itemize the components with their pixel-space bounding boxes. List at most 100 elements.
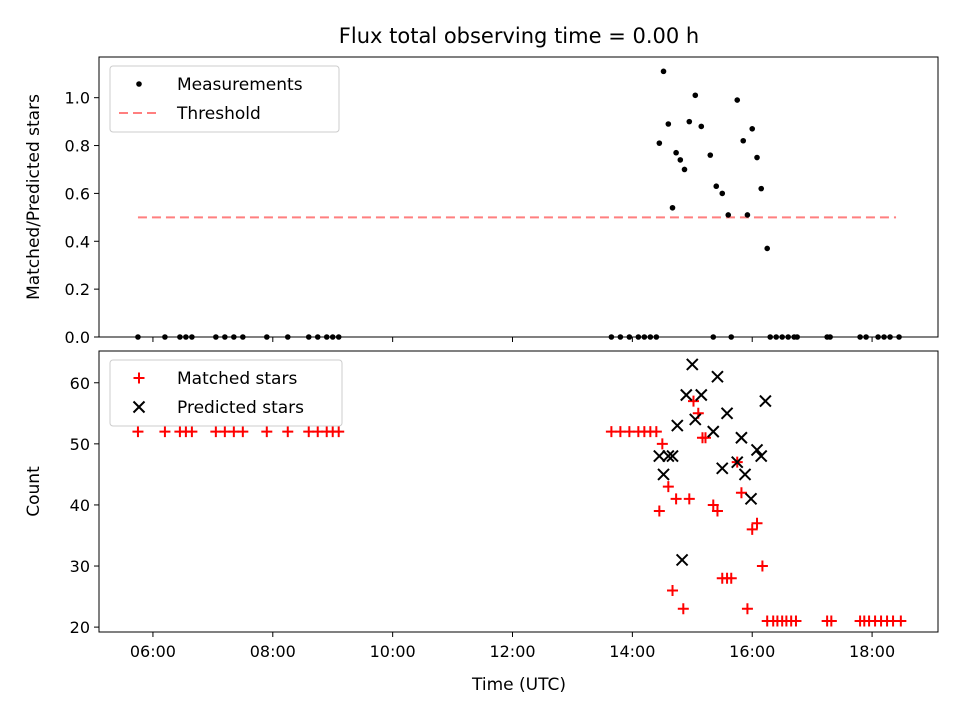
y-tick-label: 0.4	[65, 232, 90, 251]
measurement-point	[692, 92, 699, 99]
measurement-point	[740, 137, 747, 144]
predicted-star-point	[671, 419, 684, 432]
y-tick-label: 0.8	[65, 137, 90, 156]
x-tick-label: 18:00	[849, 642, 895, 661]
measurement-point	[764, 245, 771, 252]
matched-star-point	[895, 615, 907, 627]
predicted-star-point	[738, 468, 752, 481]
measurement-point	[725, 212, 732, 218]
matched-star-point	[667, 584, 679, 596]
predicted-star-point	[716, 462, 729, 475]
matched-star-point	[653, 505, 665, 517]
predicted-star-point	[695, 388, 708, 402]
axes-frame	[98, 56, 939, 338]
measurement-point	[665, 121, 672, 127]
matched-star-point	[656, 438, 668, 450]
measurement-point	[744, 212, 751, 218]
matched-star-point	[711, 505, 723, 517]
measurement-point	[660, 68, 667, 75]
measurement-point	[719, 190, 726, 197]
matched-star-point	[756, 560, 768, 572]
predicted-star-point	[686, 358, 699, 371]
measurement-point	[656, 140, 663, 146]
y-tick-label: 0.6	[65, 184, 90, 203]
matched-star-point	[132, 426, 144, 438]
y-tick-label: 50	[70, 435, 90, 454]
y-tick-label: 30	[70, 557, 90, 576]
matched-star-point	[186, 426, 198, 438]
measurement-point	[669, 204, 676, 211]
x-tick-label: 08:00	[250, 642, 296, 661]
legend-label: Matched stars	[177, 369, 297, 389]
measurement-point	[681, 166, 688, 173]
predicted-star-point	[711, 370, 724, 383]
legend-box	[109, 65, 340, 133]
legend-box	[109, 359, 343, 427]
x-tick-label: 14:00	[609, 642, 655, 661]
measurement-point	[698, 123, 705, 130]
y-tick-label: 0.0	[65, 328, 90, 347]
matched-star-point	[707, 499, 719, 511]
predicted-star-point	[662, 449, 675, 463]
matched-star-point	[741, 603, 753, 615]
matched-star-point	[650, 426, 662, 438]
matched-star-point	[662, 481, 674, 493]
y-tick-label: 0.2	[65, 280, 90, 299]
legend-marker	[136, 81, 142, 87]
predicted-star-point	[657, 468, 670, 481]
predicted-star-point	[675, 553, 689, 567]
predicted-star-point	[744, 492, 758, 506]
measurement-point	[749, 125, 756, 132]
y-axis-label: Count	[24, 466, 44, 517]
measurement-point	[707, 152, 714, 158]
predicted-star-point	[707, 425, 720, 438]
legend-label: Measurements	[177, 75, 303, 95]
y-tick-label: 40	[70, 496, 90, 515]
measurement-point	[758, 185, 765, 192]
matched-star-point	[687, 395, 699, 407]
predicted-star-point	[750, 443, 764, 457]
measurement-point	[754, 154, 760, 161]
axes-frame	[98, 350, 939, 633]
measurement-point	[713, 183, 720, 190]
predicted-star-point	[689, 413, 702, 426]
y-axis-label: Matched/Predicted stars	[24, 94, 44, 300]
measurement-point	[673, 149, 679, 156]
matched-star-point	[333, 426, 345, 438]
y-tick-label: 20	[70, 618, 90, 637]
x-tick-label: 12:00	[489, 642, 535, 661]
matched-star-point	[261, 426, 273, 438]
predicted-star-point	[666, 449, 679, 463]
ratio-axes: 0.0 0.2 0.4 0.6 0.8 1.0 Matched/Predicted star…	[24, 56, 939, 347]
matched-star-point	[237, 426, 249, 438]
matched-star-point	[825, 615, 837, 627]
predicted-star-point	[731, 455, 744, 469]
x-tick-label: 10:00	[370, 642, 416, 661]
count-axes: 20 30 40 50 60 06:00 08:00 10:00 12:00 14:00 16:00…	[24, 350, 939, 661]
y-tick-label: 1.0	[65, 89, 90, 108]
chart-title: Flux total observing time = 0.00 h	[339, 24, 699, 48]
measurement-point	[686, 118, 693, 125]
matched-star-point	[683, 493, 695, 505]
matched-star-point	[282, 426, 294, 438]
predicted-star-point	[680, 388, 693, 402]
matched-star-point	[677, 603, 689, 615]
legend-marker	[132, 400, 146, 414]
matched-star-point	[159, 426, 171, 438]
matched-star-point	[790, 615, 802, 627]
matched-star-point	[751, 517, 763, 529]
y-tick-label: 60	[70, 374, 90, 393]
matched-star-point	[725, 572, 737, 584]
matched-star-point	[746, 523, 758, 535]
matched-star-point	[670, 493, 682, 505]
legend-marker	[133, 372, 145, 384]
predicted-star-point	[720, 407, 734, 420]
matched-star-point	[735, 487, 747, 499]
measurement-point	[734, 97, 741, 103]
predicted-star-point	[735, 431, 748, 444]
x-tick-label: 06:00	[130, 642, 176, 661]
legend-label: Predicted stars	[177, 398, 304, 418]
x-axis-label: Time (UTC)	[471, 675, 566, 695]
legend-label: Threshold	[176, 104, 261, 124]
